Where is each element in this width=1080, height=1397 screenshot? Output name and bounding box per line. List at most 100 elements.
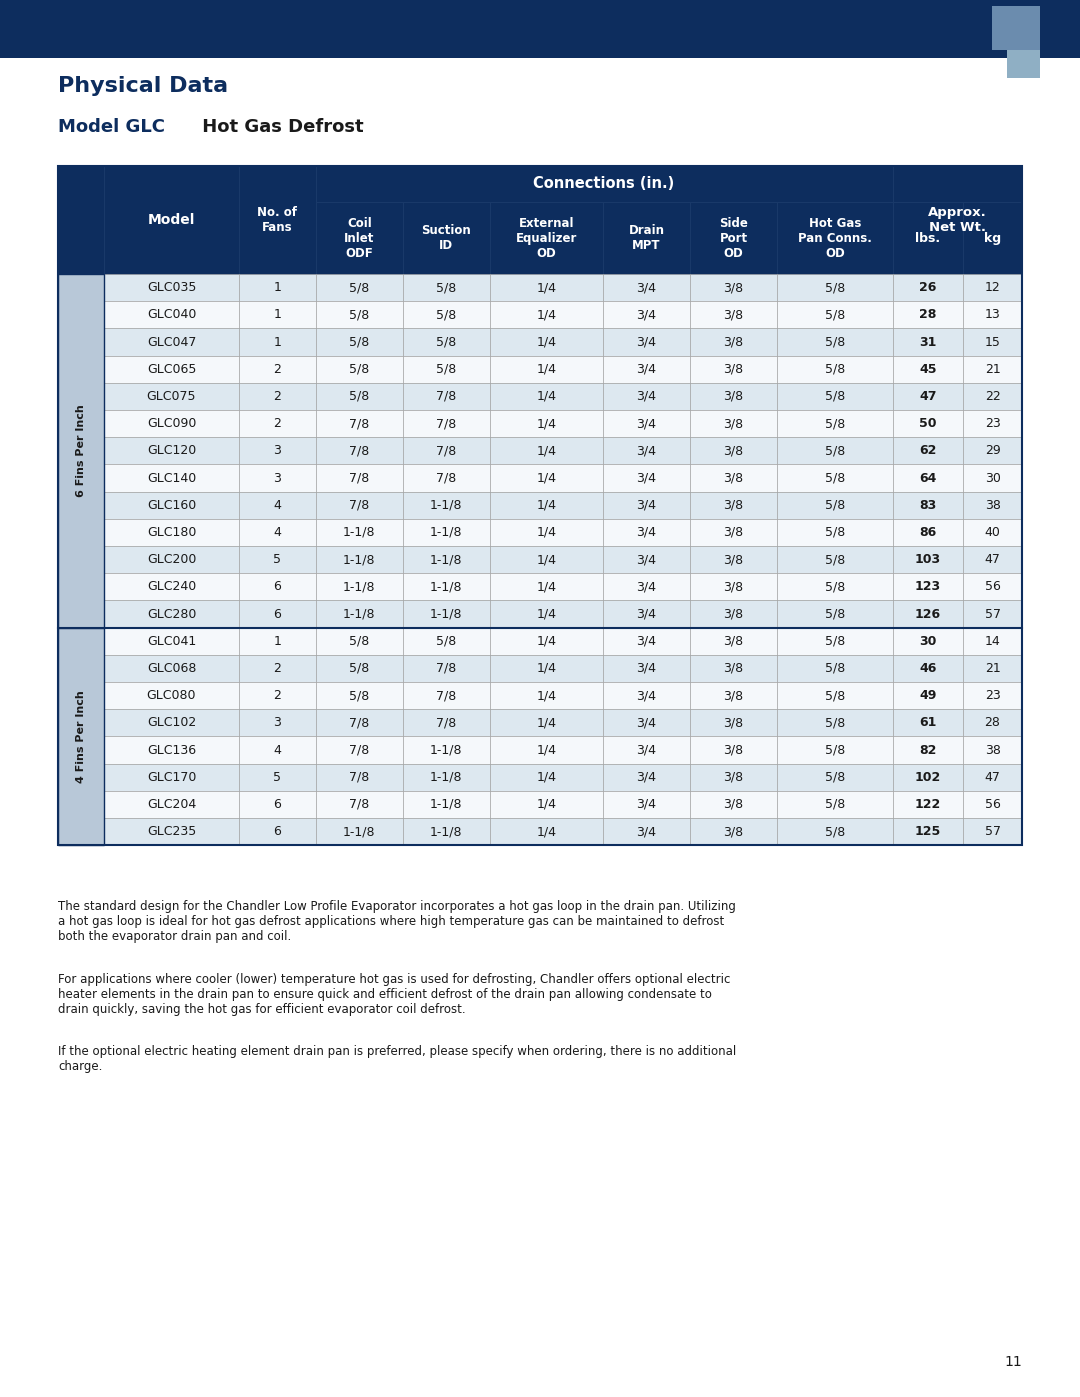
Text: 3/4: 3/4 (636, 281, 657, 295)
Text: 5/8: 5/8 (825, 444, 845, 457)
Text: 21: 21 (985, 662, 1000, 675)
Text: 1-1/8: 1-1/8 (430, 798, 462, 810)
Bar (603, 655, 690, 682)
Bar (778, 464, 892, 492)
Bar (603, 409, 690, 437)
Bar (104, 492, 239, 518)
Text: 7/8: 7/8 (436, 444, 457, 457)
Bar (239, 546, 315, 573)
Text: 3/4: 3/4 (636, 335, 657, 348)
Text: 5: 5 (273, 771, 281, 784)
Bar (239, 356, 315, 383)
Text: 3/8: 3/8 (724, 444, 744, 457)
Bar (963, 492, 1022, 518)
Bar (892, 546, 963, 573)
Text: 3/4: 3/4 (636, 580, 657, 594)
Text: 1: 1 (273, 281, 281, 295)
Text: 103: 103 (915, 553, 941, 566)
Bar (315, 601, 403, 627)
Bar (104, 601, 239, 627)
Bar (778, 710, 892, 736)
Bar (892, 764, 963, 791)
Text: 3/8: 3/8 (724, 472, 744, 485)
Text: 29: 29 (985, 444, 1000, 457)
Bar (315, 302, 403, 328)
Text: 5/8: 5/8 (349, 281, 369, 295)
Text: 4: 4 (273, 499, 281, 511)
Bar (603, 736, 690, 764)
Text: 5/8: 5/8 (825, 826, 845, 838)
Text: 31: 31 (919, 335, 936, 348)
Bar (963, 682, 1022, 710)
Bar (239, 518, 315, 546)
Bar (778, 764, 892, 791)
Text: Model: Model (148, 212, 195, 226)
Text: 3/8: 3/8 (724, 580, 744, 594)
Text: 3/8: 3/8 (724, 717, 744, 729)
Bar (58, 274, 104, 627)
Text: 7/8: 7/8 (349, 472, 369, 485)
Text: 12: 12 (985, 281, 1000, 295)
Text: kg: kg (984, 232, 1001, 244)
Text: 62: 62 (919, 444, 936, 457)
Text: 23: 23 (985, 689, 1000, 703)
Text: 83: 83 (919, 499, 936, 511)
Bar (104, 627, 239, 655)
Bar (490, 764, 603, 791)
Bar (778, 682, 892, 710)
Bar (490, 328, 603, 356)
Text: 2: 2 (273, 662, 281, 675)
Bar (239, 682, 315, 710)
Text: 5/8: 5/8 (349, 689, 369, 703)
Text: 57: 57 (985, 826, 1000, 838)
Text: 5/8: 5/8 (825, 798, 845, 810)
Bar (403, 601, 490, 627)
Bar (403, 764, 490, 791)
Text: 3/8: 3/8 (724, 281, 744, 295)
Bar (403, 546, 490, 573)
Text: 1/4: 1/4 (537, 472, 556, 485)
Bar (490, 627, 603, 655)
Text: 1-1/8: 1-1/8 (430, 608, 462, 620)
Text: 21: 21 (985, 363, 1000, 376)
Bar (104, 356, 239, 383)
Text: GLC136: GLC136 (147, 743, 195, 757)
Text: 47: 47 (919, 390, 936, 402)
Bar (315, 819, 403, 845)
Text: 38: 38 (985, 499, 1000, 511)
Text: GLC200: GLC200 (147, 553, 197, 566)
Bar (104, 573, 239, 601)
Text: 1-1/8: 1-1/8 (430, 743, 462, 757)
Bar (403, 655, 490, 682)
Text: 5/8: 5/8 (349, 309, 369, 321)
Bar (315, 682, 403, 710)
Text: 1/4: 1/4 (537, 826, 556, 838)
Bar (778, 518, 892, 546)
Bar (690, 437, 778, 464)
Bar (778, 546, 892, 573)
Bar (403, 627, 490, 655)
Text: GLC065: GLC065 (147, 363, 197, 376)
Bar (892, 791, 963, 819)
Bar (403, 356, 490, 383)
Bar (239, 166, 315, 274)
Bar (892, 409, 963, 437)
Text: 5/8: 5/8 (349, 662, 369, 675)
Bar (778, 655, 892, 682)
Bar (603, 682, 690, 710)
Text: 4: 4 (273, 525, 281, 539)
Text: GLC035: GLC035 (147, 281, 197, 295)
Text: 1/4: 1/4 (537, 525, 556, 539)
Text: 3/4: 3/4 (636, 553, 657, 566)
Text: 7/8: 7/8 (349, 771, 369, 784)
Text: Approx.
Net Wt.: Approx. Net Wt. (928, 205, 987, 235)
Bar (104, 166, 239, 274)
Text: 1/4: 1/4 (537, 444, 556, 457)
Text: 50: 50 (919, 418, 936, 430)
Text: 123: 123 (915, 580, 941, 594)
Text: 3/4: 3/4 (636, 309, 657, 321)
Text: 5/8: 5/8 (825, 335, 845, 348)
Text: 56: 56 (985, 580, 1000, 594)
Text: 86: 86 (919, 525, 936, 539)
Text: 1: 1 (273, 634, 281, 648)
